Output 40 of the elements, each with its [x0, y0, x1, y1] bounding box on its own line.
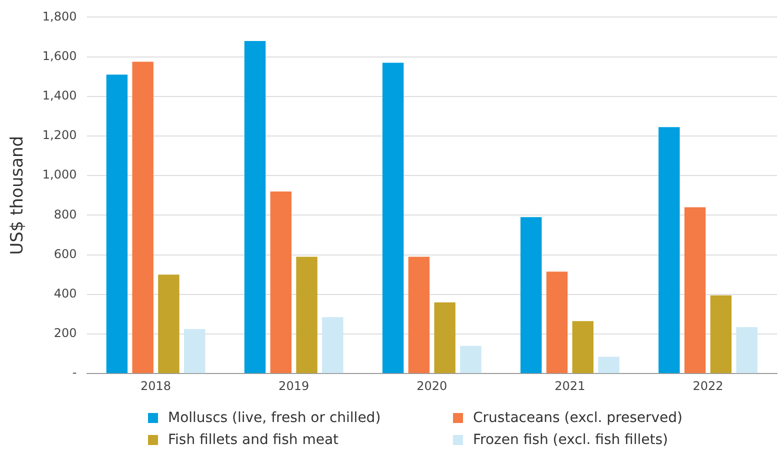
bar: [382, 62, 404, 374]
legend-label: Fish fillets and fish meat: [168, 432, 339, 448]
bar: [658, 127, 680, 374]
bar: [598, 356, 620, 374]
bar: [296, 256, 318, 374]
bar: [710, 295, 732, 374]
bar: [408, 256, 430, 374]
y-tick-label: 1,600: [42, 48, 77, 63]
bar: [184, 329, 206, 374]
y-axis-title: US$ thousand: [8, 136, 28, 255]
y-tick-label: 800: [54, 207, 77, 222]
bar: [736, 327, 758, 374]
bar: [132, 62, 154, 374]
bar: [684, 207, 706, 374]
bar: [460, 346, 482, 374]
x-tick-label: 2019: [278, 378, 310, 393]
y-tick-label: 600: [54, 246, 77, 261]
y-tick-label: 200: [54, 326, 77, 340]
legend-label: Frozen fish (excl. fish fillets): [473, 432, 668, 448]
x-tick-label: 2022: [692, 378, 724, 393]
bar: [434, 302, 456, 374]
y-tick-label: 1,800: [42, 9, 77, 24]
bar: [270, 191, 292, 374]
legend-label: Crustaceans (excl. preserved): [473, 410, 682, 426]
y-tick-label: 1,000: [42, 168, 77, 182]
x-tick-label: 2020: [416, 378, 448, 393]
bar: [244, 40, 266, 374]
y-tick-label: 1,200: [42, 128, 77, 142]
legend-label: Molluscs (live, fresh or chilled): [168, 410, 381, 426]
bar: [572, 321, 594, 374]
bar: [106, 74, 128, 374]
x-tick-label: 2018: [140, 378, 172, 393]
bar: [546, 272, 568, 374]
y-tick-label: 1,400: [42, 88, 77, 103]
bar: [520, 217, 542, 374]
x-tick-label: 2021: [554, 378, 586, 393]
y-tick-label: 400: [54, 286, 77, 301]
bar: [322, 317, 344, 374]
bar: [158, 274, 180, 374]
y-tick-label: -: [72, 366, 77, 380]
